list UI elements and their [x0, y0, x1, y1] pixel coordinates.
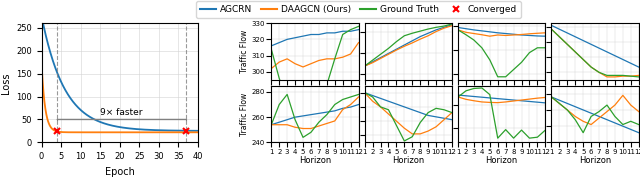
- X-axis label: Horizon: Horizon: [579, 156, 611, 165]
- Text: 9× faster: 9× faster: [100, 108, 143, 117]
- Y-axis label: Traffic Flow: Traffic Flow: [240, 30, 249, 73]
- Legend: AGCRN, DAAGCN (Ours), Ground Truth, Converged: AGCRN, DAAGCN (Ours), Ground Truth, Conv…: [196, 1, 520, 18]
- X-axis label: Horizon: Horizon: [299, 156, 331, 165]
- X-axis label: Epoch: Epoch: [105, 167, 134, 177]
- Y-axis label: Loss: Loss: [1, 72, 11, 93]
- X-axis label: Horizon: Horizon: [392, 156, 424, 165]
- Y-axis label: Traffic Flow: Traffic Flow: [240, 92, 249, 136]
- X-axis label: Horizon: Horizon: [486, 156, 518, 165]
